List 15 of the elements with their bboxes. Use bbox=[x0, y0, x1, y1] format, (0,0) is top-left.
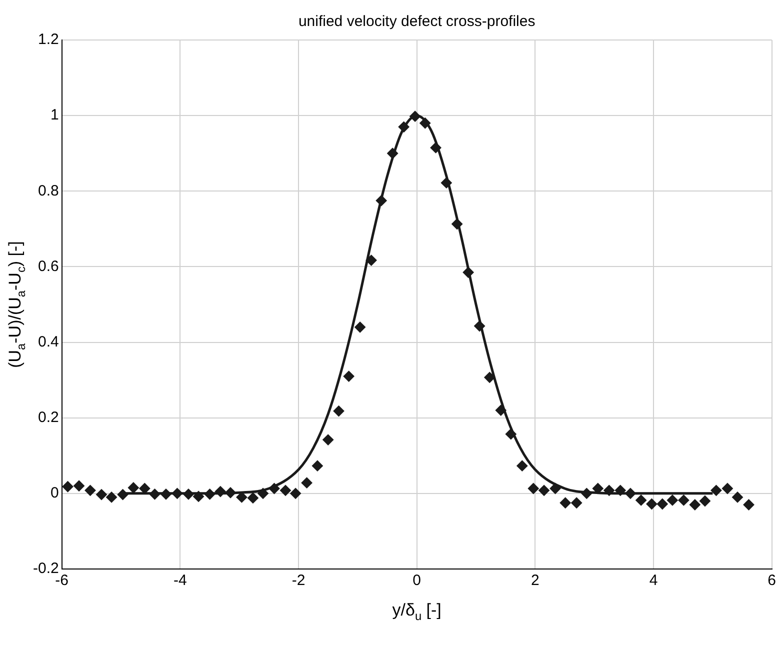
x-tick-label: -2 bbox=[292, 572, 306, 590]
x-tick-label: 0 bbox=[412, 572, 422, 590]
x-tick-label: 6 bbox=[768, 572, 776, 590]
x-tick-label: 2 bbox=[530, 572, 540, 590]
chart-title: unified velocity defect cross-profiles bbox=[298, 13, 536, 30]
y-tick-label: 1 bbox=[50, 106, 59, 124]
y-tick-label: 0.2 bbox=[38, 409, 59, 426]
y-tick-label: 0.8 bbox=[38, 182, 59, 200]
y-tick-label: 0.6 bbox=[38, 258, 59, 275]
y-tick-label: 0.4 bbox=[38, 333, 59, 350]
y-tick-label: 0 bbox=[50, 484, 59, 502]
y-axis-title: (Ua-U)/(Ua-Uc) [-] bbox=[6, 241, 28, 368]
x-tick-label: 4 bbox=[649, 572, 658, 590]
y-tick-label: 1.2 bbox=[38, 31, 59, 48]
x-tick-label: -4 bbox=[174, 572, 187, 590]
